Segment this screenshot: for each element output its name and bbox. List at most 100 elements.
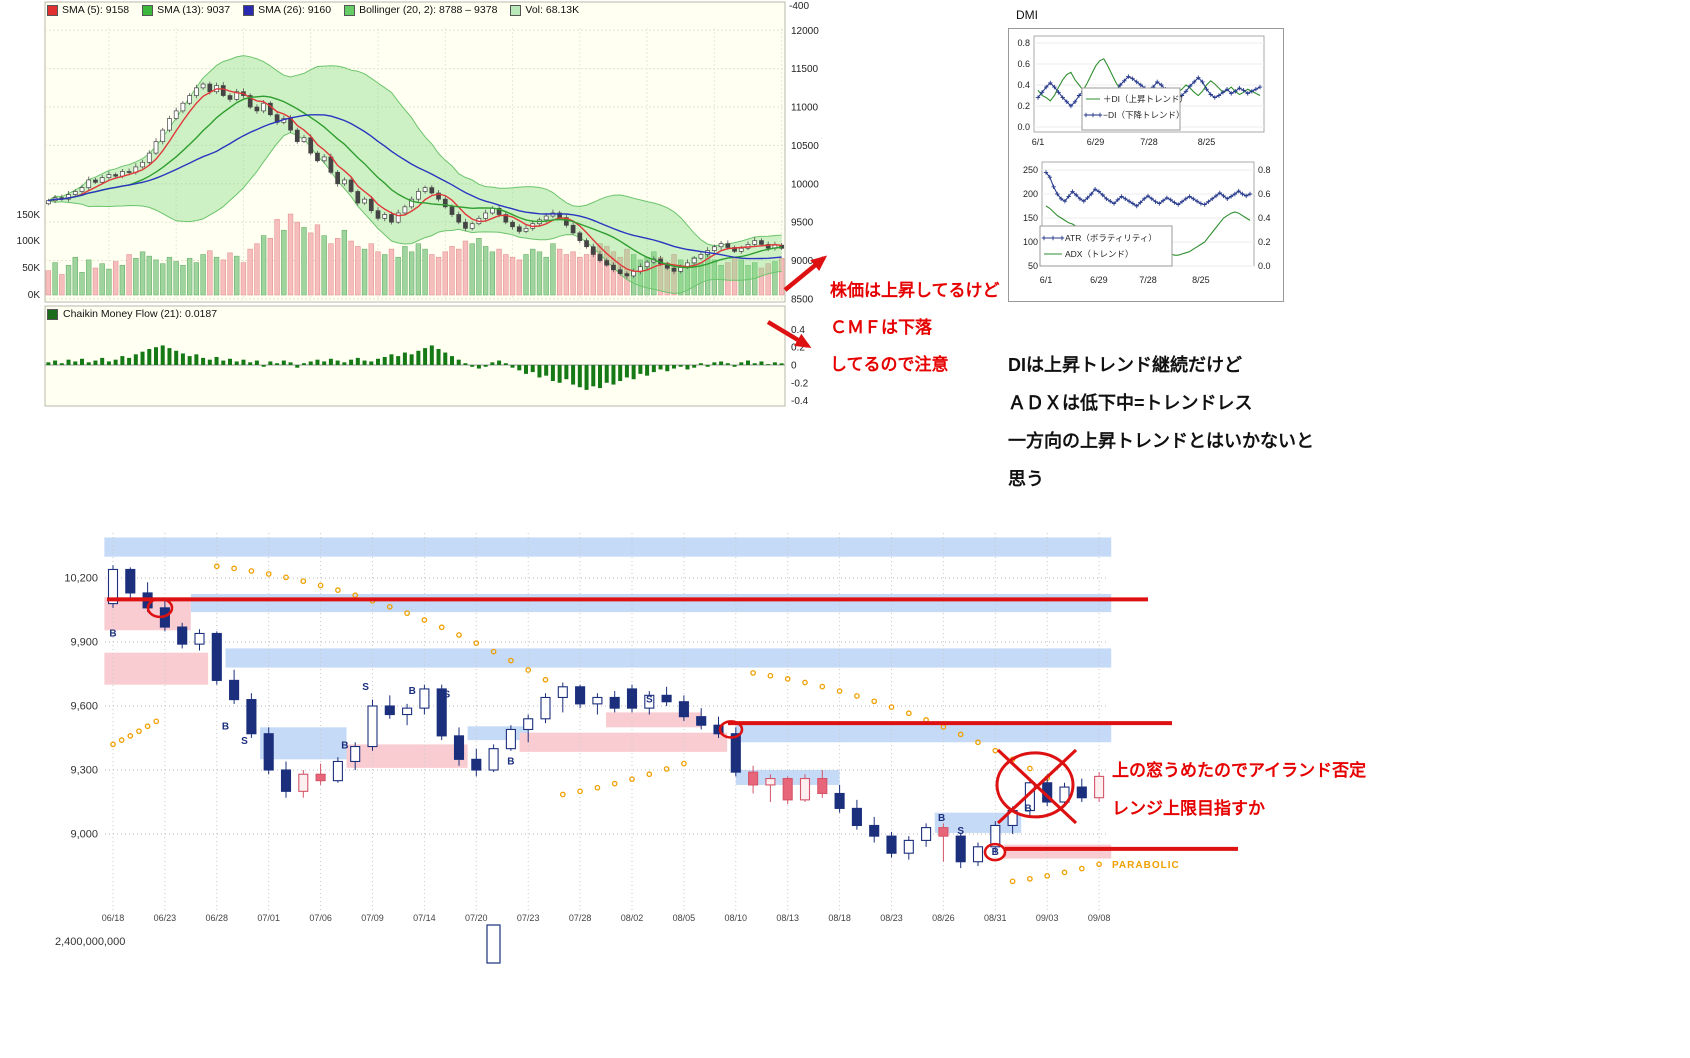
svg-text:50: 50 (1028, 261, 1038, 271)
svg-text:0.8: 0.8 (1258, 165, 1271, 175)
legend-item: Vol: 68.13K (510, 4, 579, 16)
note-line: 上の窓うめたのでアイランド否定 (1112, 761, 1367, 780)
svg-text:S: S (957, 826, 964, 837)
svg-text:07/23: 07/23 (517, 913, 540, 923)
svg-text:0.0: 0.0 (1017, 122, 1030, 132)
svg-text:8/25: 8/25 (1192, 275, 1210, 285)
parabolic-label: PARABOLIC (1112, 860, 1180, 871)
legend-item: SMA (5): 9158 (47, 4, 129, 16)
svg-text:9,300: 9,300 (70, 764, 98, 776)
svg-text:50K: 50K (22, 263, 40, 274)
svg-text:0.2: 0.2 (791, 343, 805, 354)
svg-text:06/28: 06/28 (206, 913, 229, 923)
svg-text:0: 0 (791, 361, 797, 372)
svg-text:0.4: 0.4 (1017, 80, 1030, 90)
red-arrows (766, 255, 828, 349)
svg-text:11500: 11500 (791, 64, 819, 75)
svg-text:7/28: 7/28 (1139, 275, 1157, 285)
down-arrow-icon (766, 320, 812, 349)
svg-text:6/1: 6/1 (1032, 137, 1045, 147)
note-line: レンジ上限目指すか (1112, 799, 1265, 818)
svg-text:07/28: 07/28 (569, 913, 592, 923)
svg-text:0.2: 0.2 (1258, 237, 1271, 247)
svg-text:9500: 9500 (791, 218, 814, 229)
svg-text:-0.2: -0.2 (791, 378, 809, 389)
note-line: 株価は上昇してるけど (830, 281, 1000, 300)
svg-text:08/18: 08/18 (828, 913, 851, 923)
svg-text:ADX（トレンド）: ADX（トレンド） (1065, 249, 1133, 259)
svg-text:S: S (444, 689, 451, 700)
svg-text:07/06: 07/06 (309, 913, 332, 923)
svg-text:11000: 11000 (791, 103, 819, 114)
note-line: ＡＤＸは低下中=トレンドレス (1008, 393, 1253, 413)
svg-text:9,600: 9,600 (70, 700, 98, 712)
svg-text:150K: 150K (17, 210, 41, 221)
dmi-title: DMI (1016, 8, 1038, 22)
svg-text:09/03: 09/03 (1036, 913, 1059, 923)
legend-swatch (243, 4, 255, 16)
svg-text:S: S (646, 695, 653, 706)
svg-text:08/13: 08/13 (776, 913, 799, 923)
legend-swatch (344, 4, 356, 16)
svg-text:07/14: 07/14 (413, 913, 436, 923)
legend-item: SMA (13): 9037 (142, 4, 230, 16)
svg-text:10000: 10000 (791, 179, 819, 190)
note-line: ＣＭＦは下落 (830, 318, 932, 337)
svg-text:0.4: 0.4 (1258, 213, 1271, 223)
svg-text:0.6: 0.6 (1017, 59, 1030, 69)
svg-text:8/25: 8/25 (1198, 137, 1216, 147)
legend-swatch (47, 4, 58, 16)
svg-text:S: S (241, 736, 248, 747)
svg-text:＋DI（上昇トレンド）: ＋DI（上昇トレンド） (1103, 94, 1188, 104)
up-arrow-icon (783, 255, 828, 292)
legend-swatch (510, 4, 522, 16)
svg-text:250: 250 (1023, 165, 1038, 175)
svg-text:200: 200 (1023, 189, 1038, 199)
dmi-atr-charts: 0.8 0.6 0.4 0.2 0.06/1 6/29 7/28 8/25 ＋DI（上昇トレンド… (1008, 28, 1284, 302)
svg-text:S: S (362, 682, 369, 693)
note-line: してるので注意 (830, 355, 949, 374)
svg-text:6/29: 6/29 (1090, 275, 1108, 285)
note-line: 一方向の上昇トレンドとはいかないと (1008, 431, 1314, 451)
svg-text:B: B (992, 847, 999, 858)
svg-text:10,200: 10,200 (64, 573, 98, 585)
svg-text:08/26: 08/26 (932, 913, 955, 923)
note-line: 思う (1008, 469, 1044, 489)
svg-text:0.2: 0.2 (1017, 101, 1030, 111)
svg-text:0K: 0K (28, 290, 41, 301)
svg-text:9000: 9000 (791, 256, 814, 267)
svg-text:07/01: 07/01 (257, 913, 280, 923)
svg-text:06/18: 06/18 (102, 913, 125, 923)
volume-axis-label: 2,400,000,000 (55, 936, 125, 948)
svg-text:0.4: 0.4 (791, 325, 805, 336)
svg-text:10500: 10500 (791, 141, 819, 152)
svg-text:08/02: 08/02 (621, 913, 644, 923)
svg-text:B: B (222, 721, 229, 732)
cmf-legend-swatch (47, 308, 58, 320)
svg-text:B: B (1025, 803, 1032, 814)
svg-text:B: B (341, 740, 348, 751)
svg-text:100: 100 (1023, 237, 1038, 247)
cmf-warning-note: 株価は上昇してるけど ＣＭＦは下落 してるので注意 (830, 272, 1000, 383)
cmf-legend: Chaikin Money Flow (21): 0.0187 (47, 308, 217, 320)
main-price-chart: 12000 11500 11000 10500 10000 9500 9000 8500 150… (17, 1, 819, 407)
note-line: DIは上昇トレンド継続だけど (1008, 355, 1242, 375)
svg-text:08/05: 08/05 (673, 913, 696, 923)
svg-text:9,900: 9,900 (70, 636, 98, 648)
svg-text:06/23: 06/23 (154, 913, 177, 923)
svg-text:6/29: 6/29 (1087, 137, 1105, 147)
svg-text:0.6: 0.6 (1258, 189, 1271, 199)
svg-text:B: B (938, 813, 945, 824)
island-reversal-note: 上の窓うめたのでアイランド否定 レンジ上限目指すか (1112, 752, 1366, 828)
svg-text:100K: 100K (17, 236, 41, 247)
svg-text:7/28: 7/28 (1140, 137, 1158, 147)
svg-text:−DI（下降トレンド）: −DI（下降トレンド） (1103, 110, 1184, 120)
svg-text:B: B (507, 756, 514, 767)
svg-text:0.8: 0.8 (1017, 38, 1030, 48)
svg-text:08/31: 08/31 (984, 913, 1007, 923)
svg-text:12000: 12000 (791, 26, 819, 37)
svg-text:ATR（ボラティリティ）: ATR（ボラティリティ） (1065, 233, 1157, 243)
dmi-analysis-note: DIは上昇トレンド継続だけど ＡＤＸは低下中=トレンドレス 一方向の上昇トレンド… (1008, 346, 1314, 498)
legend-item: Bollinger (20, 2): 8788 – 9378 (344, 4, 497, 16)
